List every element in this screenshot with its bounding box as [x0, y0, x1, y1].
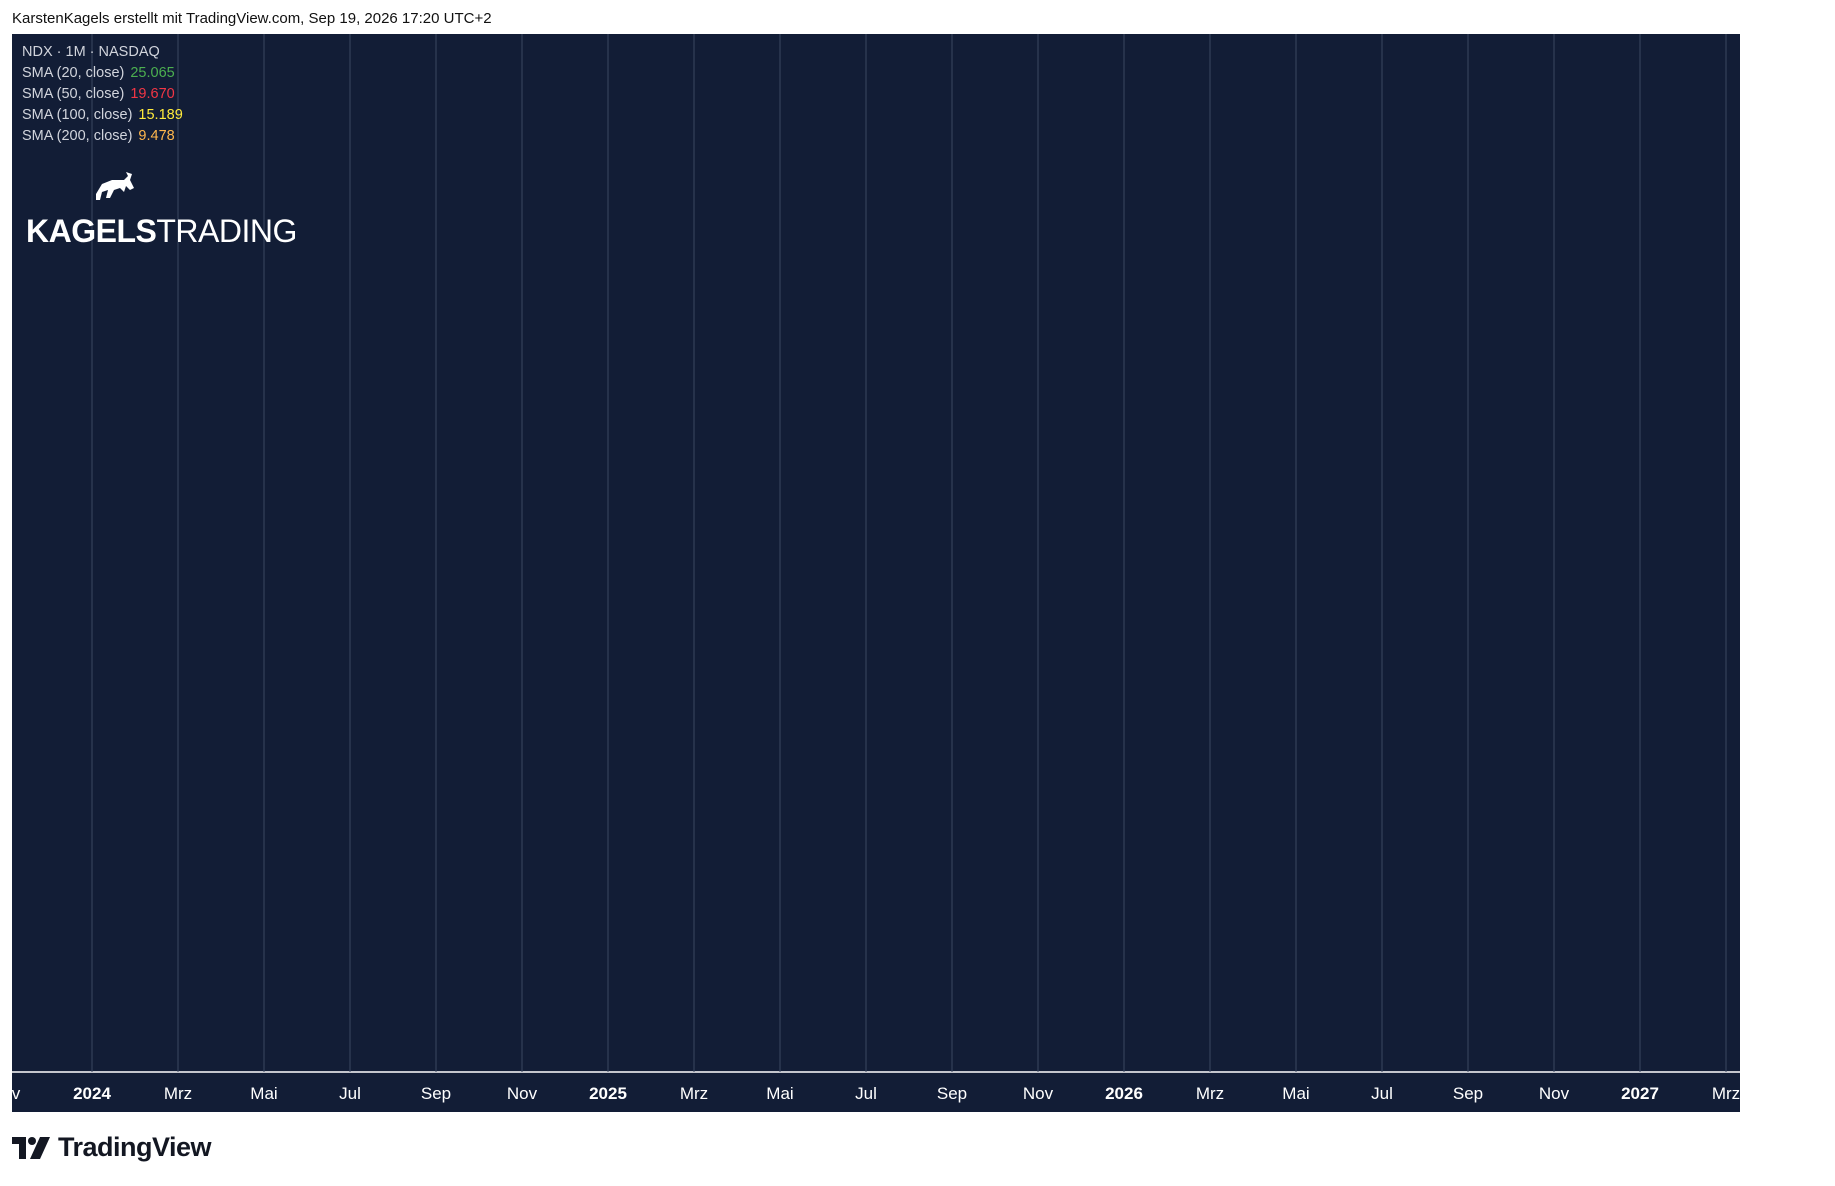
chart-header-text: KarstenKagels erstellt mit TradingView.c…	[12, 10, 492, 27]
x-tick-label: Jul	[339, 1084, 361, 1103]
x-tick-label: 2027	[1621, 1084, 1659, 1103]
tradingview-wordmark: TradingView	[58, 1132, 212, 1162]
legend-value: 9.478	[138, 128, 175, 144]
x-tick-label: Sep	[1453, 1084, 1483, 1103]
x-tick-label: Mrz	[164, 1084, 192, 1103]
x-tick-label: Jul	[1371, 1084, 1393, 1103]
time-axis[interactable]	[12, 1072, 1740, 1112]
indicator-legend: NDX · 1M · NASDAQ SMA (20, close) 25.065 S…	[22, 42, 183, 147]
legend-label: SMA (200, close)	[22, 128, 133, 144]
plot-area[interactable]	[12, 34, 1740, 1072]
legend-symbol[interactable]: NDX · 1M · NASDAQ	[22, 44, 160, 60]
legend-row-sma[interactable]: SMA (200, close) 9.478	[22, 126, 183, 147]
x-tick-label: Nov	[507, 1084, 538, 1103]
x-tick-label: 2024	[73, 1084, 111, 1103]
x-tick-label: Mrz	[1196, 1084, 1224, 1103]
x-tick-label: Mai	[1282, 1084, 1309, 1103]
x-tick-label: 2026	[1105, 1084, 1143, 1103]
legend-label: SMA (50, close)	[22, 86, 125, 102]
x-tick-label: Mai	[250, 1084, 277, 1103]
x-tick-label: Mai	[766, 1084, 793, 1103]
price-axis[interactable]	[1740, 34, 1822, 1112]
tradingview-logo-icon	[12, 1136, 50, 1159]
bull-bear-icon	[96, 172, 208, 200]
legend-label: SMA (20, close)	[22, 65, 125, 81]
x-tick-label: Mrz	[680, 1084, 708, 1103]
tradingview-footer-logo[interactable]: TradingView	[12, 1132, 212, 1163]
x-tick-label: Nov	[1023, 1084, 1054, 1103]
legend-value: 25.065	[130, 65, 175, 81]
bull-icon	[96, 172, 134, 200]
kagels-trading-logo: KAGELSTRADING	[26, 162, 297, 250]
brand-name: KAGELSTRADING	[26, 213, 297, 249]
legend-value: 19.670	[130, 86, 175, 102]
legend-value: 15.189	[138, 107, 183, 123]
x-tick-label: Jul	[855, 1084, 877, 1103]
x-tick-label: Mrz	[1712, 1084, 1740, 1103]
x-tick-label: v	[12, 1084, 21, 1103]
x-tick-label: Sep	[937, 1084, 967, 1103]
x-tick-label: Nov	[1539, 1084, 1570, 1103]
legend-label: SMA (100, close)	[22, 107, 133, 123]
legend-row-sma[interactable]: SMA (20, close) 25.065	[22, 63, 183, 84]
legend-row-sma[interactable]: SMA (100, close) 15.189	[22, 105, 183, 126]
x-tick-label: 2025	[589, 1084, 627, 1103]
x-tick-label: Sep	[421, 1084, 451, 1103]
legend-row-sma[interactable]: SMA (50, close) 19.670	[22, 84, 183, 105]
